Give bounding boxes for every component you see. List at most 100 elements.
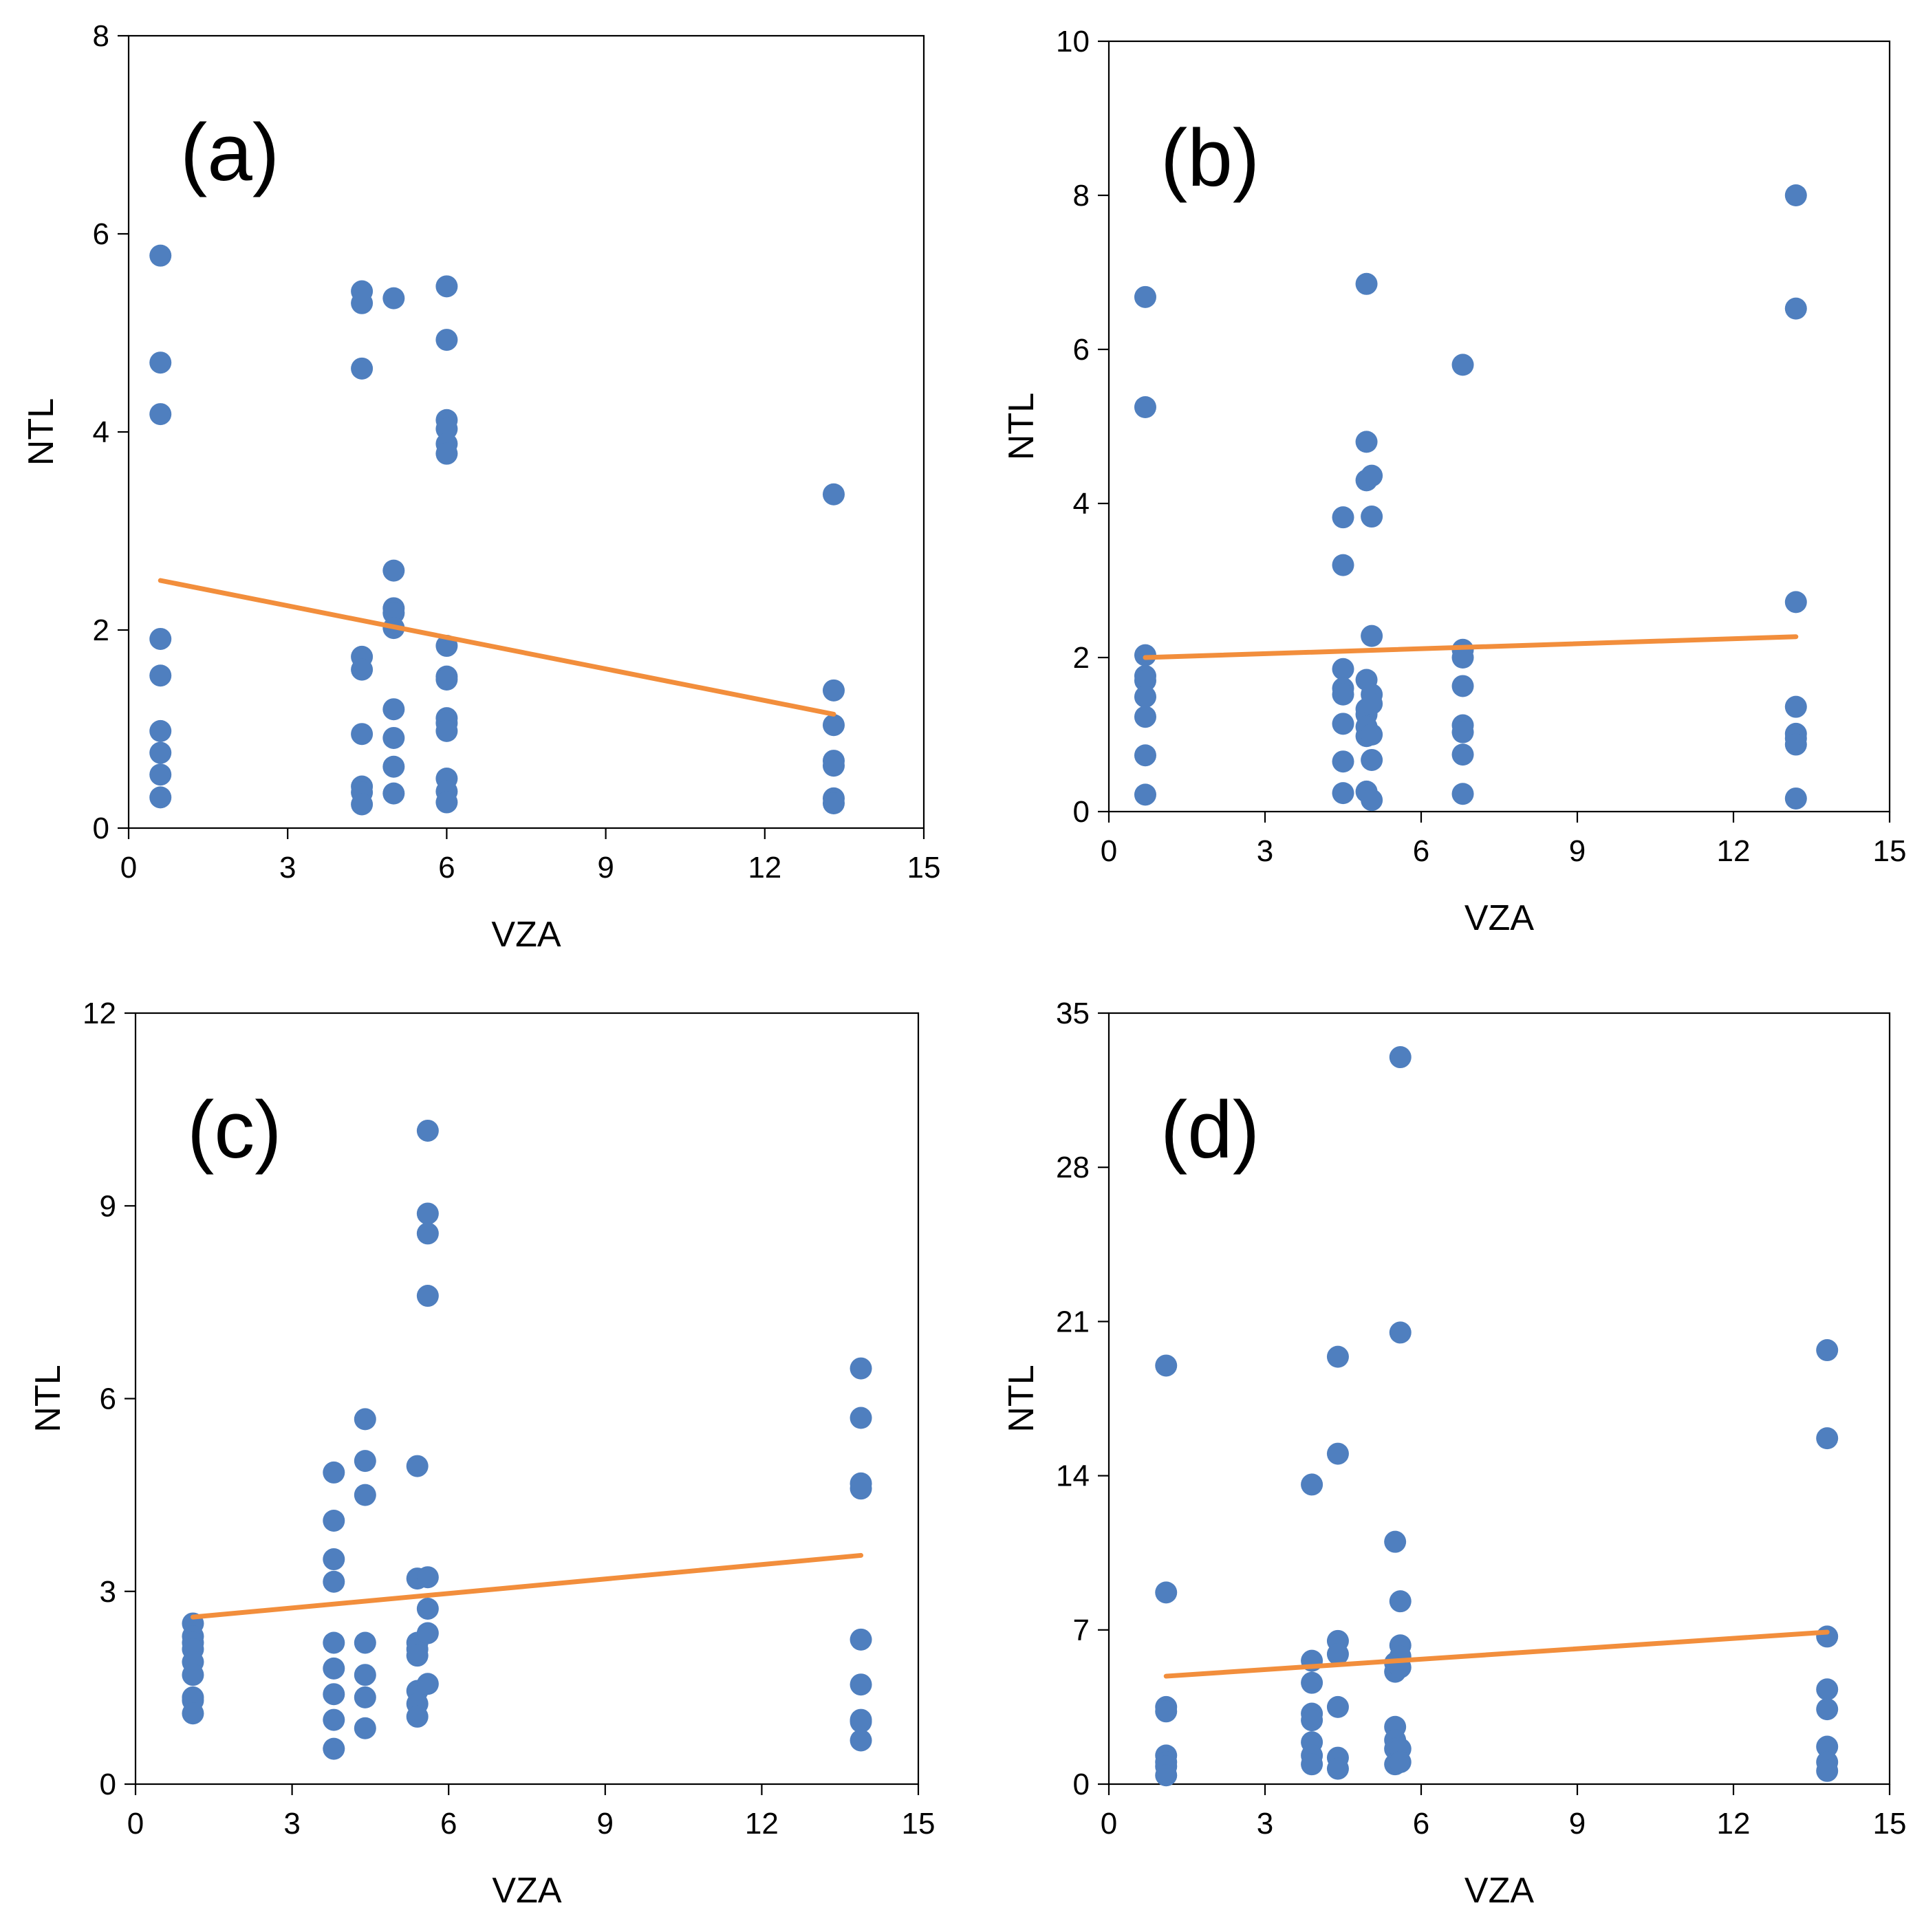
data-point <box>406 1455 429 1477</box>
data-point <box>850 1407 872 1429</box>
y-tick-label: 8 <box>1073 179 1090 213</box>
data-point <box>382 287 405 310</box>
x-tick-label: 9 <box>1569 1807 1586 1841</box>
y-tick-label: 6 <box>1073 333 1090 367</box>
y-tick-label: 0 <box>1073 795 1090 829</box>
x-tick-label: 6 <box>1413 1807 1429 1841</box>
data-point <box>382 755 405 778</box>
y-axis-label: NTL <box>1002 1365 1041 1432</box>
data-point <box>1784 733 1807 756</box>
data-point <box>149 664 172 687</box>
data-point <box>1451 744 1474 766</box>
data-point <box>182 1664 204 1686</box>
data-point <box>822 483 845 506</box>
data-point <box>354 1717 376 1739</box>
data-point <box>416 1202 439 1225</box>
x-tick-label: 6 <box>440 1807 457 1841</box>
trend-line <box>1143 634 1799 660</box>
data-point <box>416 1597 439 1620</box>
panel-label: (b) <box>1160 113 1260 204</box>
data-point <box>416 1285 439 1307</box>
y-tick-label: 0 <box>100 1768 116 1801</box>
data-point <box>354 1686 376 1708</box>
x-tick-label: 6 <box>1413 834 1429 868</box>
data-point <box>1361 724 1383 746</box>
data-point <box>382 782 405 805</box>
x-tick-label: 3 <box>1257 834 1273 868</box>
data-point <box>354 1664 376 1686</box>
data-point <box>1361 693 1383 715</box>
data-point <box>149 786 172 809</box>
y-tick-label: 21 <box>1056 1305 1090 1338</box>
panel-label: (a) <box>180 107 279 198</box>
data-point <box>351 292 374 314</box>
y-tick-label: 6 <box>93 217 109 251</box>
x-tick-label: 3 <box>279 851 296 884</box>
data-point <box>149 351 172 374</box>
data-point <box>1326 1643 1349 1666</box>
data-point <box>1332 683 1354 706</box>
data-point <box>822 714 845 737</box>
data-point <box>850 1673 872 1696</box>
data-point <box>1301 1709 1323 1732</box>
y-tick-label: 4 <box>1073 487 1090 521</box>
y-tick-label: 3 <box>100 1575 116 1609</box>
data-point <box>1155 1700 1178 1723</box>
data-point <box>1332 750 1354 773</box>
x-tick-label: 9 <box>597 851 614 884</box>
data-point <box>1332 713 1354 735</box>
y-tick-label: 28 <box>1056 1151 1090 1184</box>
data-point <box>1134 285 1156 308</box>
y-tick-label: 6 <box>100 1382 116 1416</box>
data-point <box>850 1628 872 1651</box>
x-tick-label: 15 <box>902 1807 936 1841</box>
data-point <box>1451 783 1474 805</box>
data-point <box>435 791 458 814</box>
data-point <box>149 244 172 267</box>
data-point <box>354 1631 376 1654</box>
data-point <box>323 1631 345 1654</box>
data-point <box>435 669 458 691</box>
panel-label: (d) <box>1160 1085 1260 1175</box>
data-point <box>850 1729 872 1752</box>
data-point <box>149 763 172 786</box>
data-point <box>149 741 172 764</box>
data-point <box>1134 706 1156 728</box>
data-point <box>149 719 172 742</box>
trend-line <box>1163 1629 1830 1679</box>
trend-line <box>190 1552 864 1620</box>
y-tick-label: 10 <box>1056 25 1090 58</box>
data-point <box>1134 669 1156 692</box>
x-tick-label: 0 <box>1101 1807 1117 1841</box>
data-point <box>1361 506 1383 528</box>
x-tick-label: 3 <box>283 1807 300 1841</box>
data-point <box>323 1683 345 1706</box>
x-axis-label: VZA <box>1464 898 1534 938</box>
data-point <box>822 679 845 702</box>
x-tick-label: 12 <box>748 851 781 884</box>
data-point <box>323 1737 345 1760</box>
data-point <box>822 792 845 814</box>
panel-4: 0 3 6 9 12 15 0 7 14 21 28 35 VZA NTL (d) <box>1002 997 1906 1911</box>
data-point <box>406 1645 429 1667</box>
panel-2: 0 3 6 9 12 15 0 2 4 6 8 10 VZA NTL (b) <box>1002 25 1906 938</box>
data-point <box>323 1548 345 1571</box>
y-tick-label: 35 <box>1056 997 1090 1030</box>
x-tick-label: 15 <box>907 851 941 884</box>
data-point <box>1361 625 1383 647</box>
plot-frame <box>1107 40 1891 813</box>
data-point <box>1451 675 1474 697</box>
plot-frame <box>1107 1012 1891 1786</box>
y-tick-label: 2 <box>1073 641 1090 675</box>
data-point <box>416 1566 439 1589</box>
data-point <box>1332 554 1354 576</box>
data-point <box>382 698 405 721</box>
data-point <box>416 1119 439 1142</box>
data-point <box>351 658 374 681</box>
data-point <box>1326 1695 1349 1718</box>
panel-3: 0 3 6 9 12 15 0 3 6 9 12 VZA NTL (c) <box>28 997 935 1911</box>
data-point <box>1355 272 1378 295</box>
data-point <box>351 723 374 746</box>
data-point <box>1134 744 1156 767</box>
